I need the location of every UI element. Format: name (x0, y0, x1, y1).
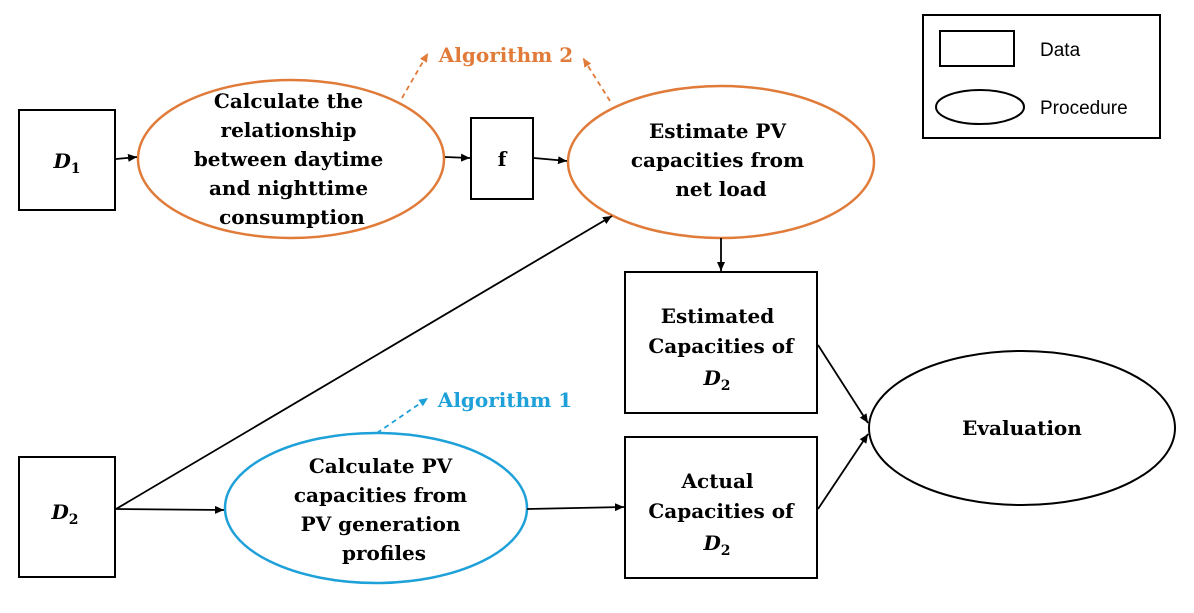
dashed-arrow-estimate-pv-to-algorithm-2 (582, 57, 611, 102)
calc-pv-profiles-line-4: profiles (342, 541, 426, 565)
estimated-capacities-text: Estimated Capacities of (648, 304, 795, 358)
arrows (115, 153, 869, 514)
legend-data-rect (939, 30, 1015, 67)
calc-pv-profiles-line-3: PV generation (301, 512, 461, 536)
node-calc-pv-profiles: Calculate PV capacities from PV generati… (223, 431, 529, 585)
legend-procedure-label: Procedure (1040, 98, 1128, 119)
dashed-arrow-calc-relationship-to-algorithm-2 (401, 52, 429, 99)
actual-capacities-box (624, 436, 818, 579)
d1-box (18, 109, 116, 211)
arrow-calc-pv-profiles-to-actual-capacities (526, 503, 625, 512)
arrow-actual-to-evaluation (817, 433, 869, 510)
actual-capacities-var-sub: 2 (721, 543, 731, 559)
node-estimate-pv: Estimate PV capacities from net load (566, 84, 876, 240)
f-label: f (498, 147, 508, 171)
arrow-f-to-estimate-pv (533, 156, 568, 165)
node-actual-capacities: Actual Capacities of D2 (624, 436, 818, 579)
estimated-capacities-var: D2 (702, 366, 730, 394)
d2-box (18, 456, 116, 578)
estimated-capacities-line-2: Capacities of (648, 334, 795, 358)
actual-capacities-var-main: D (702, 531, 721, 555)
f-box (470, 117, 534, 200)
evaluation-label: Evaluation (962, 416, 1082, 440)
calc-pv-profiles-line-2: capacities from (294, 483, 467, 507)
estimate-pv-text: Estimate PV capacities from net load (631, 119, 811, 201)
node-d1: D1 (18, 109, 116, 211)
d2-label: D2 (50, 500, 78, 528)
arrow-d1-to-calc-relationship (115, 153, 138, 162)
node-f: f (470, 117, 534, 200)
calc-pv-profiles-text: Calculate PV capacities from PV generati… (294, 454, 474, 565)
calc-relationship-line-4: and nighttime (209, 176, 368, 200)
actual-capacities-line-1: Actual (681, 469, 754, 493)
calc-relationship-line-1: Calculate the (214, 89, 363, 113)
d1-label: D1 (52, 149, 80, 177)
algorithm-1-label: Algorithm 1 (437, 388, 572, 412)
d2-main: D (50, 500, 69, 524)
calc-relationship-text: Calculate the relationship between dayti… (194, 89, 390, 229)
node-calc-relationship: Calculate the relationship between dayti… (136, 78, 446, 240)
d2-sub: 2 (69, 512, 79, 528)
calc-relationship-line-3: between daytime (194, 147, 383, 171)
arrow-estimated-to-evaluation (817, 344, 869, 424)
evaluation-ellipse (868, 350, 1176, 506)
arrow-d2-to-calc-pv-profiles (115, 505, 225, 514)
calc-pv-profiles-line-1: Calculate PV (309, 454, 453, 478)
estimate-pv-line-1: Estimate PV (649, 119, 786, 143)
calc-relationship-line-5: consumption (219, 205, 365, 229)
node-estimated-capacities: Estimated Capacities of D2 (624, 271, 818, 414)
actual-capacities-var: D2 (702, 531, 730, 559)
algorithm-2-label: Algorithm 2 (438, 43, 573, 67)
d1-main: D (52, 149, 71, 173)
actual-capacities-text: Actual Capacities of (648, 469, 795, 523)
calc-pv-profiles-ellipse (223, 431, 529, 585)
calc-relationship-ellipse (136, 78, 446, 240)
arrow-calc-relationship-to-f (444, 153, 471, 162)
dashed-arrow-calc-pv-profiles-to-algorithm-1 (376, 397, 429, 434)
node-evaluation: Evaluation (868, 350, 1176, 506)
estimated-capacities-line-1: Estimated (661, 304, 774, 328)
actual-capacities-line-2: Capacities of (648, 499, 795, 523)
node-d2: D2 (18, 456, 116, 578)
d1-sub: 1 (71, 161, 81, 177)
legend-procedure-ellipse (935, 89, 1025, 125)
arrow-d2-to-estimate-pv (115, 215, 613, 510)
calc-relationship-line-2: relationship (221, 118, 357, 142)
legend-data-label: Data (1040, 40, 1081, 61)
estimated-capacities-box (624, 271, 818, 414)
estimate-pv-line-3: net load (675, 177, 766, 201)
legend: Data Procedure (922, 14, 1161, 139)
estimated-capacities-var-sub: 2 (721, 378, 731, 394)
estimated-capacities-var-main: D (702, 366, 721, 390)
estimate-pv-line-2: capacities from (631, 148, 804, 172)
